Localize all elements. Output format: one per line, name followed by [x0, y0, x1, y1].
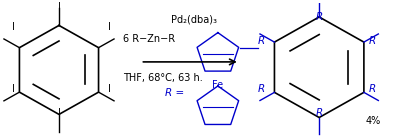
- Text: R: R: [369, 36, 376, 46]
- Text: R: R: [369, 84, 376, 94]
- Text: I: I: [108, 22, 111, 32]
- Text: I: I: [58, 108, 61, 118]
- Text: Fe: Fe: [212, 80, 224, 90]
- Text: R: R: [316, 108, 323, 118]
- Text: R: R: [258, 84, 265, 94]
- Text: R: R: [258, 36, 265, 46]
- Text: I: I: [12, 22, 14, 32]
- Text: R: R: [316, 12, 323, 22]
- Text: I: I: [12, 84, 14, 94]
- Text: THF, 68°C, 63 h.: THF, 68°C, 63 h.: [122, 73, 202, 83]
- Text: 6 R−Zn−R: 6 R−Zn−R: [122, 34, 175, 44]
- Text: Pd₂(dba)₃: Pd₂(dba)₃: [171, 14, 217, 24]
- Text: I: I: [108, 84, 111, 94]
- Text: R =: R =: [164, 88, 184, 98]
- Text: 4%: 4%: [365, 116, 380, 126]
- Text: I: I: [58, 2, 61, 12]
